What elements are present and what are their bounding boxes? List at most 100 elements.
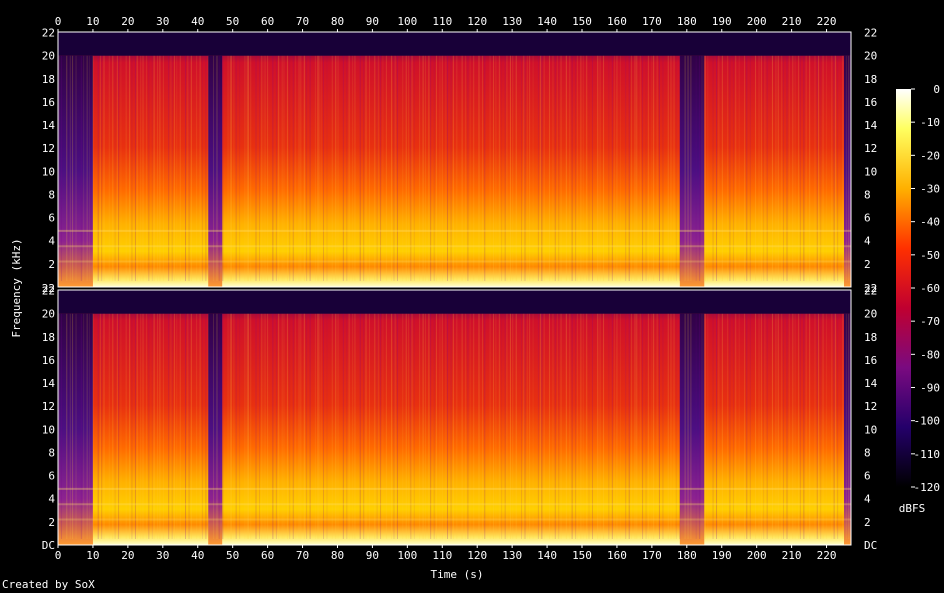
x-tick-label: 140 — [537, 15, 557, 28]
y-tick-label: 4 — [864, 493, 871, 506]
y-tick-label: 14 — [42, 377, 56, 390]
y-tick-label: 2 — [864, 516, 871, 529]
x-tick-label: 20 — [121, 549, 134, 562]
x-tick-label: 130 — [502, 15, 522, 28]
cutoff-band — [58, 290, 851, 314]
y-tick-label: 22 — [42, 27, 55, 40]
x-tick-label: 50 — [226, 15, 239, 28]
y-tick-label: 22 — [864, 285, 877, 298]
x-tick-label: 140 — [537, 549, 557, 562]
x-tick-label: 0 — [55, 549, 62, 562]
y-tick-label: 10 — [42, 165, 55, 178]
cutoff-band — [58, 32, 851, 56]
y-tick-label: 20 — [864, 50, 877, 63]
y-tick-label: 16 — [42, 96, 55, 109]
y-tick-label: 2 — [864, 258, 871, 271]
x-tick-label: 10 — [86, 549, 99, 562]
x-tick-label: 210 — [782, 15, 802, 28]
y-tick-label: 8 — [864, 446, 871, 459]
x-tick-label: 10 — [86, 15, 99, 28]
x-tick-label: 200 — [747, 15, 767, 28]
x-tick-label: 30 — [156, 549, 169, 562]
colorbar-tick-label: -90 — [920, 382, 940, 395]
x-tick-label: 80 — [331, 15, 344, 28]
y-tick-label: 18 — [42, 331, 55, 344]
y-axis-label: Frequency (kHz) — [10, 238, 23, 337]
credit-text: Created by SoX — [2, 578, 95, 591]
y-tick-label: 18 — [864, 73, 877, 86]
x-tick-label: 170 — [642, 15, 662, 28]
colorbar-tick-label: -40 — [920, 216, 940, 229]
spectrogram-body — [58, 290, 851, 545]
x-tick-label: 190 — [712, 15, 732, 28]
x-tick-label: 180 — [677, 549, 697, 562]
y-tick-label: 22 — [42, 282, 55, 295]
y-tick-label: 18 — [42, 73, 55, 86]
y-tick-label: 6 — [48, 470, 55, 483]
x-tick-label: 160 — [607, 549, 627, 562]
colorbar-tick-label: 0 — [933, 83, 940, 96]
x-tick-label: 200 — [747, 549, 767, 562]
y-tick-label: 20 — [42, 50, 55, 63]
quiet-section — [679, 313, 705, 545]
y-tick-label: 10 — [42, 423, 55, 436]
y-tick-label: 6 — [864, 212, 871, 225]
y-tick-label: 6 — [48, 212, 55, 225]
quiet-section — [58, 313, 93, 545]
y-tick-label: 12 — [42, 142, 55, 155]
x-tick-label: 210 — [782, 549, 802, 562]
y-tick-label: 20 — [864, 308, 877, 321]
y-tick-label: 18 — [864, 331, 877, 344]
colorbar — [896, 89, 911, 487]
y-tick-label: 14 — [42, 119, 56, 132]
colorbar-tick-label: -120 — [914, 481, 941, 494]
y-tick-label: 8 — [864, 188, 871, 201]
colorbar-tick-label: -110 — [914, 448, 941, 461]
x-tick-label: 120 — [467, 549, 487, 562]
x-tick-label: 100 — [397, 549, 417, 562]
channel-bottom — [57, 289, 852, 546]
x-tick-label: 70 — [296, 549, 309, 562]
x-tick-label: 50 — [226, 549, 239, 562]
quiet-section — [58, 55, 93, 287]
y-tick-label: 14 — [864, 119, 878, 132]
y-tick-label: 8 — [48, 446, 55, 459]
colorbar-tick-label: -80 — [920, 348, 940, 361]
y-tick-label: 16 — [864, 354, 877, 367]
x-tick-label: 150 — [572, 15, 592, 28]
y-tick-label: 12 — [42, 400, 55, 413]
y-tick-label: 4 — [864, 235, 871, 248]
y-tick-label: 22 — [864, 282, 877, 295]
x-tick-label: 90 — [366, 15, 379, 28]
y-tick-label: 14 — [864, 377, 878, 390]
x-tick-label: 130 — [502, 549, 522, 562]
quiet-section — [208, 55, 223, 287]
x-tick-label: 160 — [607, 15, 627, 28]
colorbar-tick-label: -100 — [914, 415, 941, 428]
y-tick-label: 20 — [42, 308, 55, 321]
colorbar-label: dBFS — [899, 502, 926, 515]
x-tick-label: 150 — [572, 549, 592, 562]
quiet-section — [208, 313, 223, 545]
x-tick-label: 40 — [191, 549, 204, 562]
x-tick-label: 0 — [55, 15, 62, 28]
y-tick-label: 10 — [864, 423, 877, 436]
y-tick-label: DC — [864, 539, 877, 552]
y-tick-label: 12 — [864, 142, 877, 155]
x-tick-label: 170 — [642, 549, 662, 562]
colorbar-tick-label: -20 — [920, 149, 940, 162]
x-tick-label: 190 — [712, 549, 732, 562]
y-tick-label: 8 — [48, 188, 55, 201]
panel-border — [57, 31, 852, 288]
x-tick-label: 40 — [191, 15, 204, 28]
colorbar-tick-label: -30 — [920, 183, 940, 196]
x-tick-label: 70 — [296, 15, 309, 28]
y-tick-label: 4 — [48, 493, 55, 506]
x-tick-label: 110 — [432, 15, 452, 28]
channel-top — [57, 31, 852, 288]
x-tick-label: 20 — [121, 15, 134, 28]
quiet-section — [844, 55, 851, 287]
x-axis-top: 0 10 20 30 40 50 60 70 80 90 100 110 120 130 140 150 160… — [55, 15, 836, 32]
